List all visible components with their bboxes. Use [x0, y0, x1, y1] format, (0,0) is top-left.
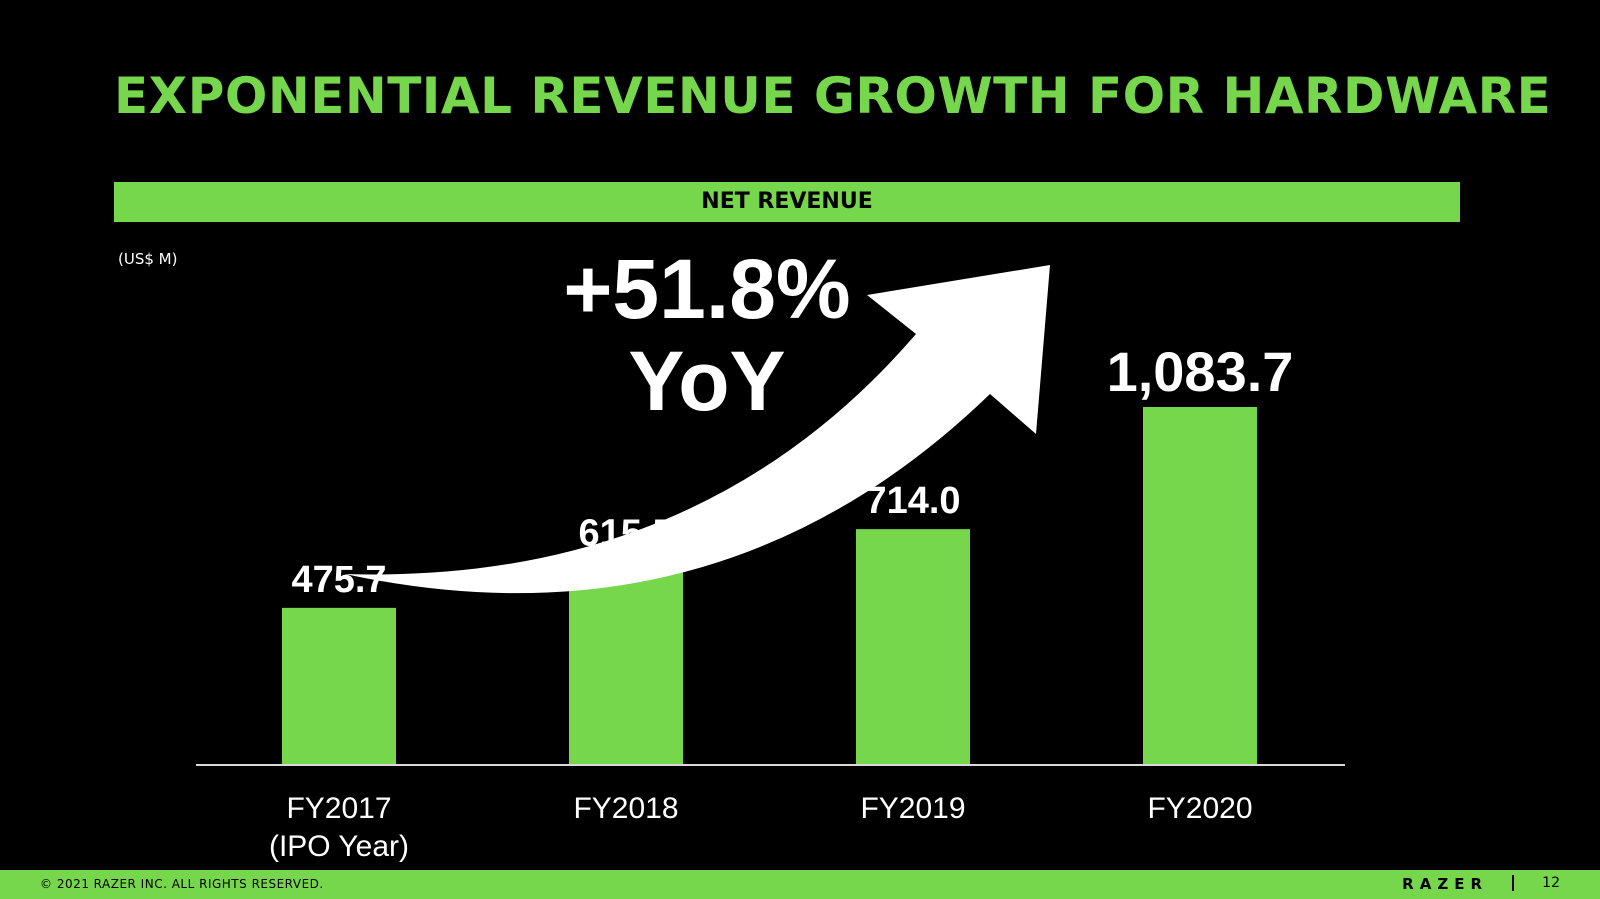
bar-value-label-4: 1,083.7	[1107, 340, 1294, 403]
x-tick-label-1: FY2017	[286, 792, 391, 825]
x-tick-label-1-sub: (IPO Year)	[269, 830, 409, 863]
bar-value-label-3: 714.0	[865, 480, 960, 522]
net-revenue-banner: NET REVENUE	[114, 182, 1460, 222]
unit-label: (US$ M)	[118, 250, 178, 268]
x-tick-label-2: FY2018	[573, 792, 678, 825]
brand-logo: RAZER	[1402, 875, 1488, 893]
x-tick-label-4: FY2020	[1147, 792, 1252, 825]
copyright-text: © 2021 RAZER INC. ALL RIGHTS RESERVED.	[40, 877, 324, 891]
growth-yoy: YoY	[628, 334, 785, 428]
x-tick-label-3: FY2019	[860, 792, 965, 825]
page-number: 12	[1542, 875, 1560, 891]
page-title: EXPONENTIAL REVENUE GROWTH FOR HARDWARE	[114, 67, 1552, 125]
footer-bar: © 2021 RAZER INC. ALL RIGHTS RESERVED. R…	[0, 870, 1600, 899]
bar-1	[282, 607, 396, 765]
growth-percent: +51.8%	[563, 242, 850, 336]
bar-4	[1143, 407, 1257, 765]
bar-2	[569, 561, 683, 765]
growth-arrow-icon	[345, 265, 1050, 594]
bar-3	[856, 529, 970, 765]
footer-separator	[1512, 875, 1514, 891]
bar-value-label-1: 475.7	[291, 559, 386, 601]
